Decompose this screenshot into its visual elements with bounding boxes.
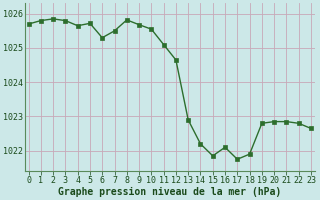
X-axis label: Graphe pression niveau de la mer (hPa): Graphe pression niveau de la mer (hPa) [58, 186, 281, 197]
